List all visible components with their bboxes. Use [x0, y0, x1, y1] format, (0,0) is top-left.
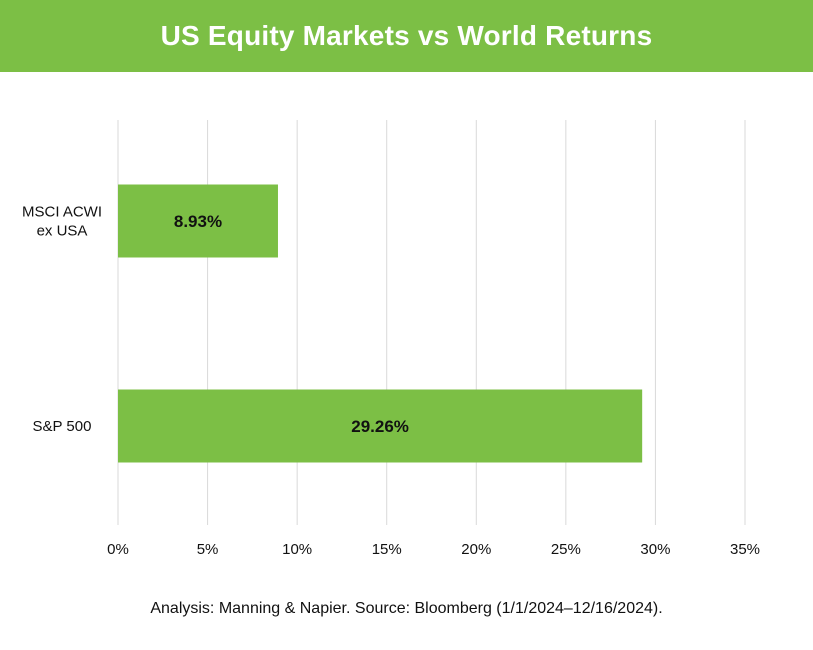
category-label: S&P 500	[33, 418, 92, 435]
category-label: ex USA	[37, 223, 88, 240]
bar	[118, 184, 278, 258]
title-banner: US Equity Markets vs World Returns	[0, 0, 813, 72]
data-label: 8.93%	[174, 212, 222, 231]
chart-title: US Equity Markets vs World Returns	[160, 20, 653, 51]
x-tick-label: 0%	[107, 541, 129, 558]
source-note: Analysis: Manning & Napier. Source: Bloo…	[150, 600, 663, 617]
bar	[118, 389, 643, 463]
category-label: MSCI ACWI	[22, 204, 102, 221]
x-tick-label: 5%	[197, 541, 219, 558]
bar-chart: 0% 5% 10% 15% 20% 25% 30% 35% 8.93% MSCI ACWI ex U…	[22, 120, 760, 558]
x-tick-label: 25%	[551, 541, 581, 558]
x-tick-label: 35%	[730, 541, 760, 558]
x-tick-label: 15%	[372, 541, 402, 558]
data-label: 29.26%	[351, 417, 409, 436]
x-tick-label: 10%	[282, 541, 312, 558]
x-tick-label: 30%	[640, 541, 670, 558]
x-tick-label: 20%	[461, 541, 491, 558]
